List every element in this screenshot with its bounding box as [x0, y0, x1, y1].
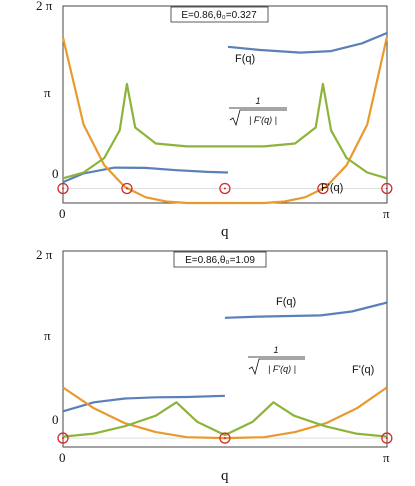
series-layer-bottom [62, 301, 388, 440]
critical-point-dot-top-4 [321, 187, 324, 190]
critical-point-marker-top-1 [57, 182, 69, 195]
critical-point-marker-bottom-3 [381, 432, 393, 444]
y-tick-pi-top: π [44, 85, 51, 100]
critical-point-marker-top-3 [219, 182, 231, 195]
series-inverse-sqrt-bottom [62, 401, 387, 438]
param-label-top: E=0.86,θ₀=0.327 [181, 10, 257, 21]
x-axis-label-bottom: q [221, 468, 229, 484]
label-inv-top: 1 | F'(q) | [229, 96, 287, 127]
series-F-top-seg2 [227, 32, 388, 54]
panel-bottom: 2 π π 0 0 π q E=0.86,θ₀=1.09 F(q) F'(q) … [36, 247, 393, 484]
param-label-bottom: E=0.86,θ₀=1.09 [185, 255, 255, 266]
marker-layer-top [57, 182, 393, 195]
label-F-bottom: F(q) [276, 296, 296, 308]
y-tick-2pi-bottom: 2 π [36, 247, 53, 262]
y-tick-2pi-top: 2 π [36, 0, 53, 13]
label-Fp-top: F'(q) [321, 182, 343, 194]
x-tick-0-bottom: 0 [59, 450, 66, 465]
critical-point-dot-bottom-3 [385, 437, 388, 440]
y-tick-0-top: 0 [52, 166, 59, 181]
critical-point-marker-bottom-1 [57, 432, 69, 444]
critical-point-marker-top-4 [317, 182, 329, 195]
label-Fp-bottom: F'(q) [352, 364, 374, 376]
label-F-top: F(q) [235, 53, 255, 65]
sqrt-sign-top [229, 109, 287, 127]
x-tick-pi-top: π [383, 206, 390, 221]
y-tick-pi-bottom: π [44, 328, 51, 343]
label-inv-bottom: 1 | F'(q) | [248, 345, 305, 376]
label-inv-den-top: | F'(q) | [249, 115, 277, 125]
critical-point-dot-bottom-1 [62, 437, 64, 440]
param-box-top [170, 6, 269, 23]
critical-point-dot-top-3 [223, 187, 226, 190]
marker-layer-bottom [57, 432, 393, 444]
critical-point-marker-top-2 [121, 182, 133, 195]
label-inv-num-bottom: 1 [273, 345, 278, 355]
critical-point-marker-top-5 [381, 182, 393, 195]
series-layer-top [61, 32, 388, 205]
panel-top: 2 π π 0 0 π q E=0.86,θ₀=0.327 F(q) F'(q)… [36, 0, 393, 240]
x-tick-pi-bottom: π [383, 450, 390, 465]
label-inv-num-top: 1 [255, 96, 260, 106]
series-F-bottom-seg2 [224, 301, 388, 319]
plot-frame-bottom [62, 250, 388, 448]
series-inverse-sqrt-top [62, 82, 388, 180]
critical-point-marker-bottom-2 [219, 432, 231, 444]
critical-point-dot-top-1 [62, 187, 64, 190]
y-tick-0-bottom: 0 [52, 412, 59, 427]
critical-point-dot-bottom-2 [223, 437, 226, 440]
x-axis-label-top: q [221, 224, 229, 240]
series-Fprime-top [61, 37, 388, 205]
param-box-bottom [173, 251, 267, 268]
critical-point-dot-top-2 [125, 187, 128, 190]
label-inv-den-bottom: | F'(q) | [268, 364, 296, 374]
critical-point-dot-top-5 [385, 187, 388, 190]
x-tick-0-top: 0 [59, 206, 66, 221]
sqrt-sign-bottom [248, 358, 305, 376]
